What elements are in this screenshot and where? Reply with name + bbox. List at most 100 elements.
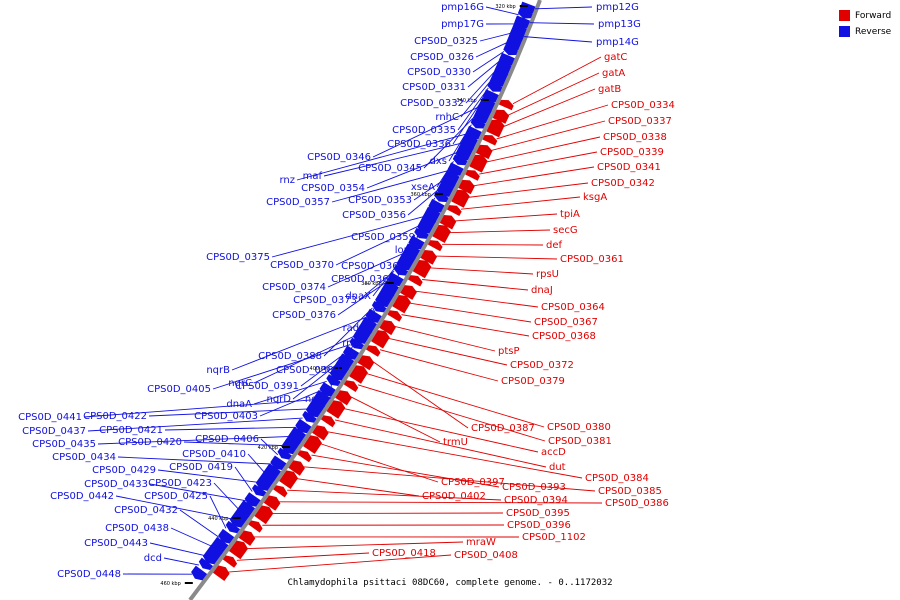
reverse-gene-block (281, 434, 301, 455)
tick-label: 380 kbp (361, 281, 381, 287)
reverse-gene-label: dnaX (345, 291, 371, 302)
forward-gene-label: CPS0D_0402 (422, 491, 486, 502)
forward-gene-label: CPS0D_0338 (603, 132, 667, 143)
reverse-gene-block (295, 418, 312, 434)
reverse-leader-line (327, 252, 405, 288)
forward-gene-block (238, 530, 256, 546)
forward-gene-block (498, 99, 514, 111)
reverse-gene-label: radA (343, 323, 367, 334)
reverse-leader-line (366, 151, 459, 189)
forward-gene-block (432, 224, 451, 243)
reverse-gene-label: CPS0D_0420 (118, 437, 182, 448)
reverse-gene-block (489, 68, 509, 87)
forward-gene-label: CPS0D_0339 (600, 147, 664, 158)
forward-leader-line (236, 552, 370, 561)
forward-gene-label: CPS0D_0337 (608, 116, 672, 127)
forward-gene-block (469, 154, 488, 173)
reverse-leader-line (117, 456, 272, 465)
reverse-gene-block (487, 81, 503, 92)
reverse-gene-label: CPS0D_0375 (206, 252, 270, 263)
forward-leader-line (228, 554, 452, 573)
reverse-gene-label: CPS0D_0331 (402, 82, 466, 93)
forward-gene-block (312, 425, 329, 441)
forward-leader-line (245, 541, 464, 550)
reverse-gene-block (473, 104, 492, 124)
forward-gene-label: mraW (466, 537, 496, 548)
reverse-leader-line (359, 298, 379, 344)
forward-leader-line (448, 229, 551, 234)
forward-gene-label: gatC (604, 52, 627, 63)
legend-reverse-label: Reverse (855, 26, 892, 37)
reverse-leader-line (149, 542, 206, 557)
reverse-gene-label: CPS0D_0433 (84, 479, 148, 490)
forward-gene-block (400, 285, 417, 300)
reverse-leader-line (372, 261, 400, 297)
forward-gene-block (321, 415, 336, 428)
forward-gene-block (297, 450, 312, 463)
forward-gene-block (273, 485, 288, 498)
forward-leader-line (484, 136, 601, 163)
reverse-gene-label: CPS0D_0365 (341, 261, 405, 272)
reverse-leader-line (341, 326, 362, 371)
reverse-gene-block (417, 214, 437, 234)
reverse-gene-block (319, 382, 336, 397)
forward-gene-block (371, 330, 390, 349)
forward-gene-block (357, 355, 375, 371)
reverse-gene-label: CPS0D_0405 (147, 384, 211, 395)
reverse-leader-line (97, 436, 291, 445)
reverse-gene-label: pmp17G (441, 19, 484, 30)
forward-leader-line (334, 419, 547, 468)
forward-gene-label: CPS0D_0418 (372, 548, 436, 559)
forward-gene-label: CPS0D_0367 (534, 317, 598, 328)
reverse-gene-label: CPS0D_0443 (84, 538, 148, 549)
forward-gene-label: trmU (443, 437, 468, 448)
reverse-gene-block (225, 520, 240, 534)
reverse-gene-label: CPS0D_0335 (392, 125, 456, 136)
reverse-gene-label: rnz (279, 175, 295, 186)
reverse-gene-label: CPS0D_0389 (276, 365, 340, 376)
reverse-gene-block (191, 565, 208, 581)
reverse-leader-line (253, 380, 327, 405)
forward-gene-block (451, 189, 470, 208)
gene-labels: pmp16G pmp17G CPS0D_0325 CPS0D_0326 CPS0D_03… (18, 2, 675, 580)
forward-gene-block (486, 119, 505, 138)
legend-reverse: Reverse (839, 26, 891, 37)
reverse-gene-block (218, 528, 235, 544)
reverse-leader-line (413, 179, 445, 201)
forward-leader-line (387, 337, 508, 366)
forward-leader-line (507, 72, 600, 116)
forward-leader-line (467, 182, 589, 198)
forward-gene-block (465, 170, 480, 181)
reverse-leader-line (296, 133, 468, 181)
reverse-leader-line (247, 453, 266, 474)
forward-leader-line (496, 104, 609, 140)
tick-label: 420 kbp (258, 445, 278, 451)
reverse-gene-block (508, 29, 525, 42)
forward-gene-label: CPS0D_0380 (547, 422, 611, 433)
reverse-gene-block (352, 324, 373, 344)
tick-label: 340 kbp (456, 98, 476, 104)
forward-leader-line (327, 431, 583, 479)
reverse-leader-line (535, 6, 593, 10)
forward-leader-line (350, 396, 441, 443)
reverse-leader-line (472, 50, 505, 73)
forward-leader-line (473, 166, 595, 187)
reverse-leader-line (170, 527, 213, 548)
tick-label: 460 kbp (160, 581, 180, 587)
reverse-gene-label: rnhC (435, 112, 459, 123)
reverse-leader-line (485, 6, 519, 16)
reverse-gene-label: CPS0D_0388 (258, 351, 322, 362)
forward-gene-block (213, 565, 230, 581)
forward-gene-block (379, 320, 396, 336)
reverse-gene-block (503, 45, 519, 56)
reverse-gene-label: CPS0D_0326 (410, 52, 474, 63)
forward-gene-label: CPS0D_0393 (502, 482, 566, 493)
forward-gene-block (222, 555, 238, 568)
forward-gene-block (349, 365, 368, 384)
reverse-gene-label: pmp12G (596, 2, 639, 13)
forward-leader-line (319, 442, 439, 483)
reverse-gene-label: dnaA (226, 399, 252, 410)
reverse-gene-label: CPS0D_0406 (195, 434, 259, 445)
reverse-gene-label: CPS0D_0346 (307, 152, 371, 163)
